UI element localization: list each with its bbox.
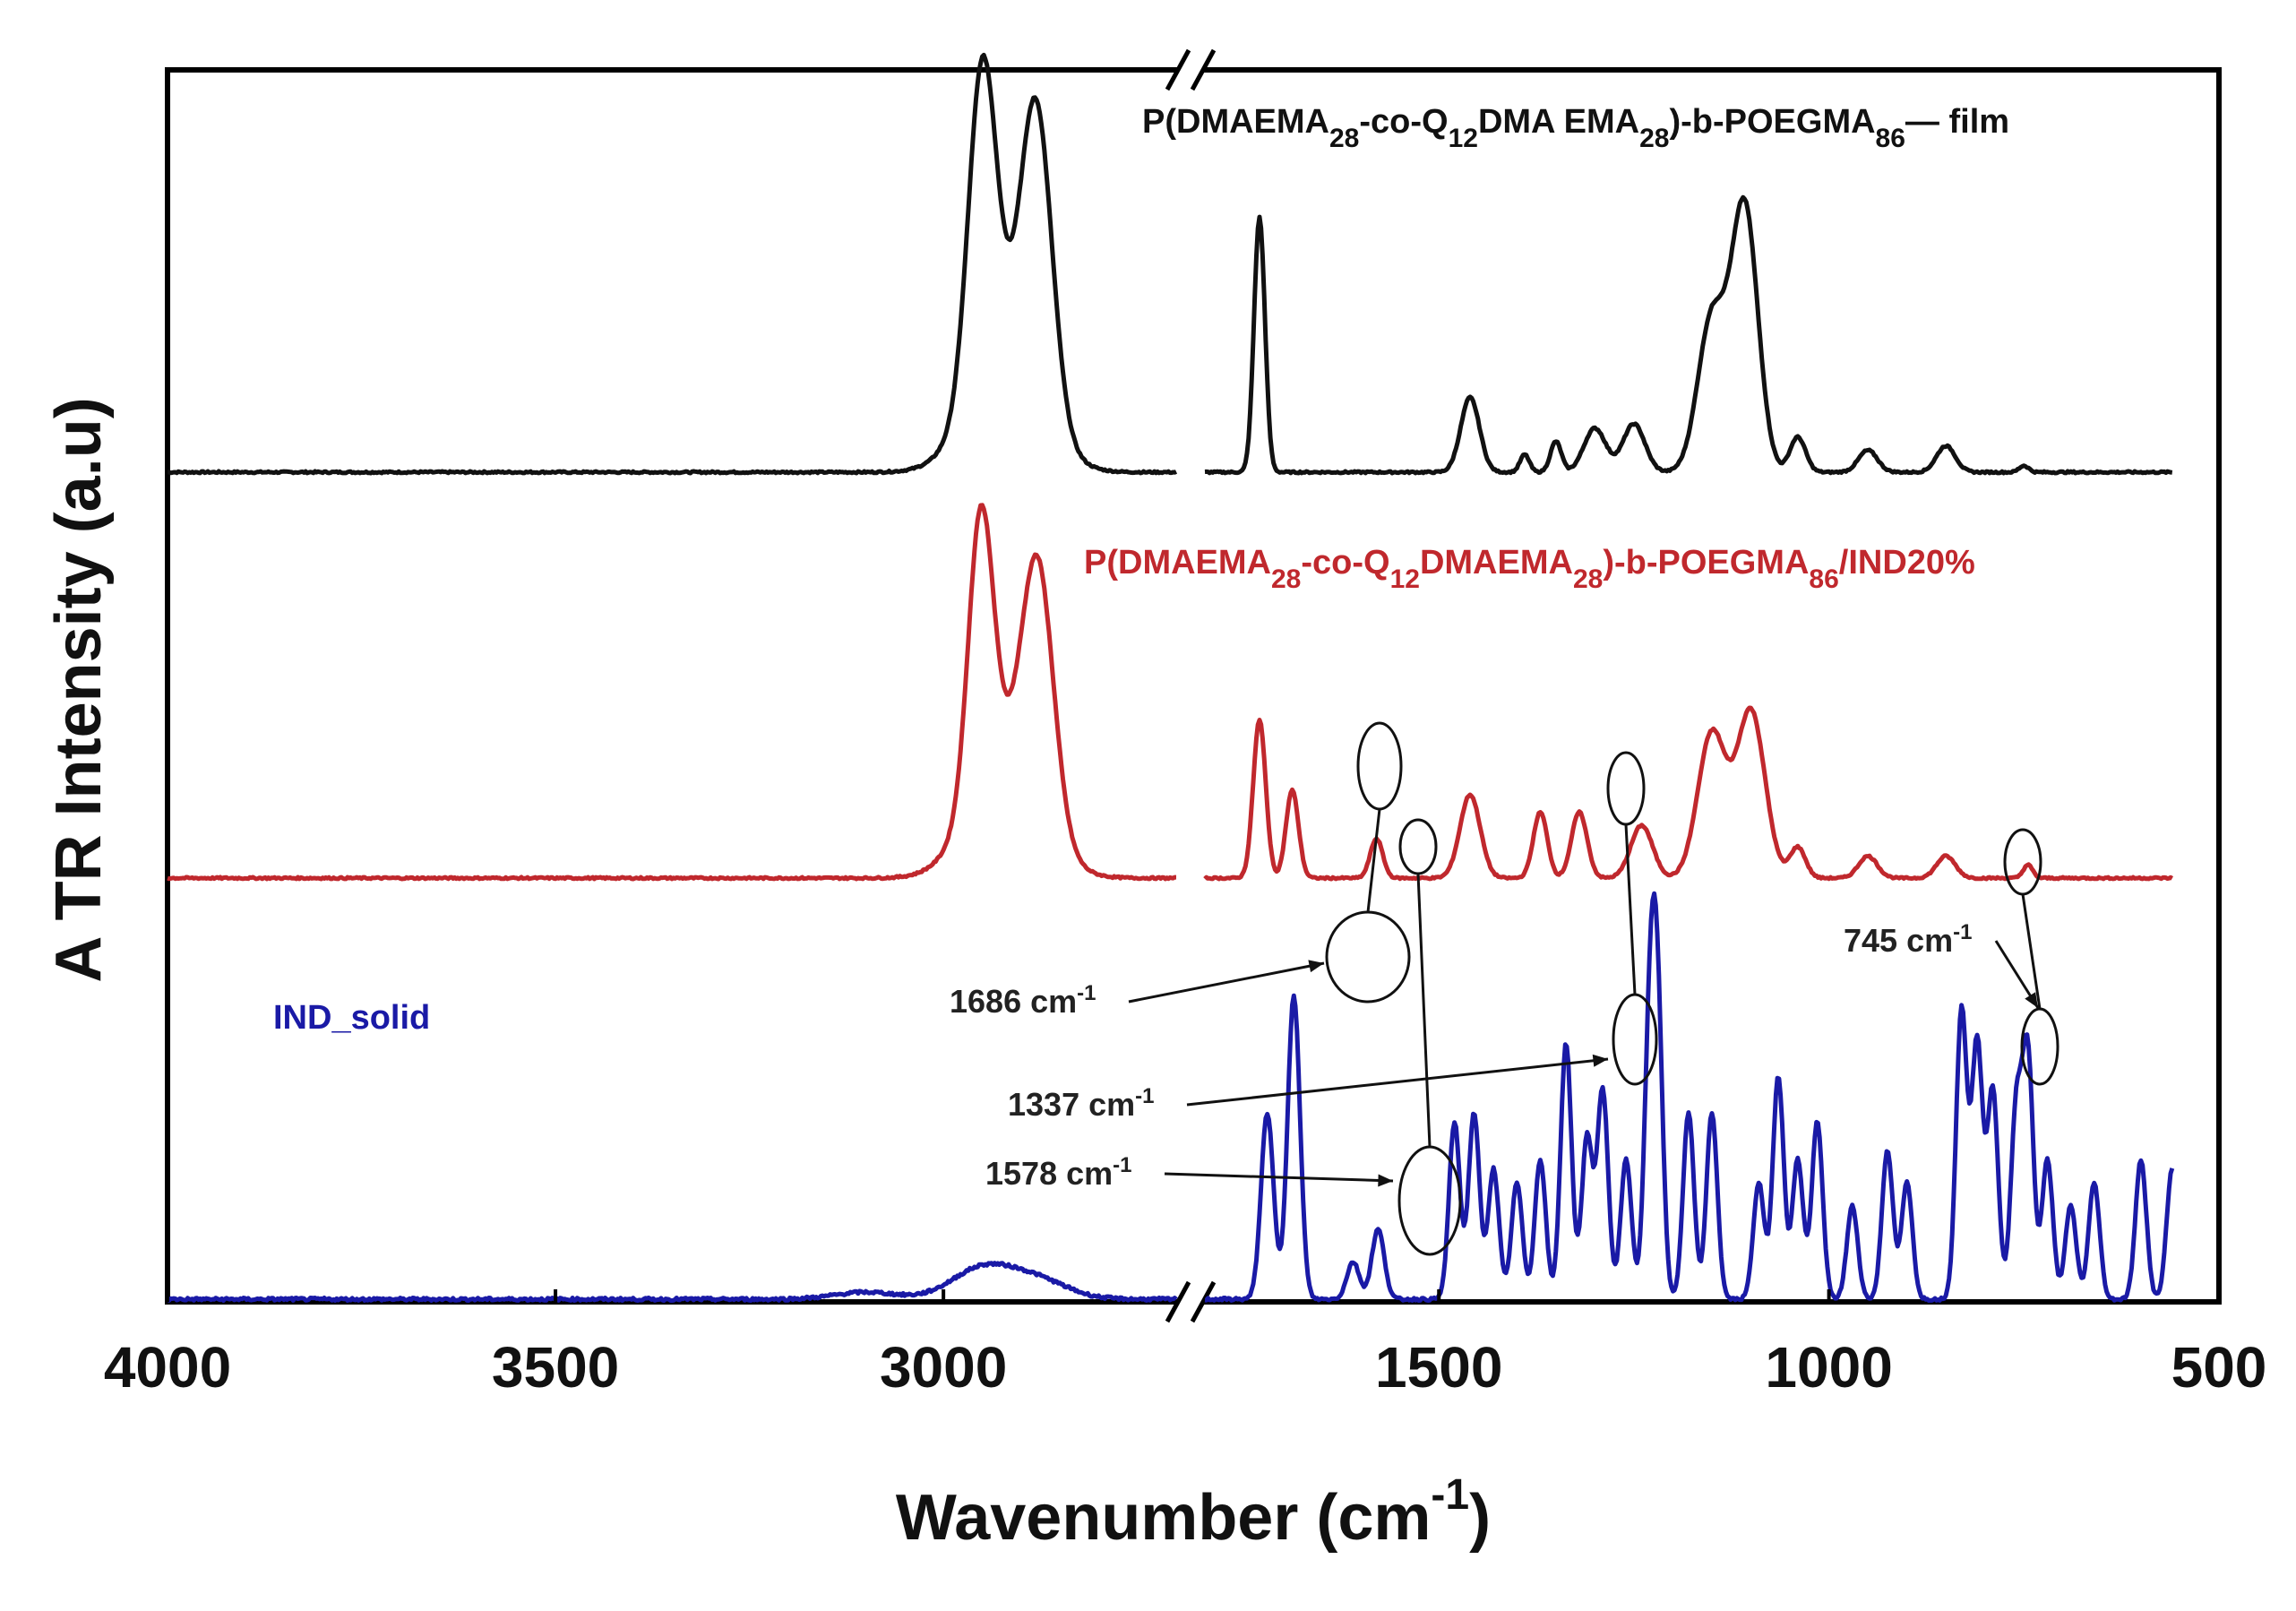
x-axis-title-sup: -1 bbox=[1431, 1471, 1469, 1519]
annotation-3: 1578 cm-1 bbox=[985, 818, 1462, 1256]
series-label-part: 12 bbox=[1449, 124, 1478, 153]
series-3-line-part-1 bbox=[166, 1261, 1178, 1303]
annotation-circle bbox=[1398, 818, 1438, 875]
series-label-part: 28 bbox=[1271, 564, 1301, 594]
series-2-line-part-2 bbox=[1203, 705, 2174, 882]
annotation-circle bbox=[2003, 828, 2042, 896]
x-axis-title: Wavenumber (cm-1) bbox=[896, 1471, 1491, 1554]
series-label-part: P(DMAEMA bbox=[1084, 544, 1271, 582]
peak-annotations: 1686 cm-1 1337 cm-1 1578 cm-1 745 cm-1 bbox=[950, 721, 2060, 1256]
annotation-circle bbox=[1606, 751, 1646, 826]
x-axis-title-close: ) bbox=[1469, 1482, 1491, 1554]
x-axis-title-main: Wavenumber (cm bbox=[896, 1482, 1431, 1554]
break-slash-right-1 bbox=[1190, 48, 1217, 91]
series-label-part: 86 bbox=[1809, 564, 1838, 594]
series-label-part: )-b-POEGMA bbox=[1669, 103, 1875, 141]
x-tick-label: 1000 bbox=[1765, 1335, 1892, 1400]
annotation-link bbox=[1624, 823, 1637, 995]
annotation-circle bbox=[1325, 910, 1411, 1004]
series-2-line-part-1 bbox=[167, 503, 1177, 882]
series-2-label: P(DMAEMA28-co-Q12DMAEMA28)-b-POEGMA86/IN… bbox=[1084, 544, 1975, 594]
break-slash-left-1 bbox=[1165, 48, 1191, 91]
annotation-circle bbox=[1356, 721, 1403, 811]
annotation-label: 1578 cm-1 bbox=[985, 1153, 1131, 1192]
series-label-part: 86 bbox=[1876, 124, 1905, 153]
series-layer bbox=[166, 52, 2175, 1303]
annotation-label: 745 cm-1 bbox=[1844, 920, 1972, 959]
series-label-part: 28 bbox=[1639, 124, 1669, 153]
annotation-link bbox=[1416, 873, 1432, 1148]
series-label-part: IND_solid bbox=[273, 999, 430, 1037]
x-tick-label: 1500 bbox=[1375, 1335, 1502, 1400]
series-label-part: 28 bbox=[1329, 124, 1359, 153]
axis-break-marks bbox=[1165, 48, 1217, 1323]
annotation-label: 1686 cm-1 bbox=[950, 981, 1096, 1020]
annotation-arrow bbox=[1128, 961, 1325, 1004]
series-label-part: P(DMAEMA bbox=[1142, 103, 1329, 141]
series-1-line-part-1 bbox=[167, 52, 1178, 476]
plot-border bbox=[165, 67, 2222, 1305]
x-tick-label: 4000 bbox=[104, 1335, 231, 1400]
plot-frame bbox=[165, 67, 2222, 1305]
annotation-arrow bbox=[1164, 1172, 1394, 1183]
series-label-part: 12 bbox=[1390, 564, 1420, 594]
annotation-arrowhead bbox=[1592, 1054, 1608, 1067]
series-1 bbox=[167, 52, 2173, 476]
annotation-arrow bbox=[1186, 1057, 1609, 1107]
annotation-arrowhead bbox=[2025, 992, 2038, 1008]
series-label-part: -co-Q bbox=[1301, 544, 1389, 582]
series-label-part: /IND20% bbox=[1839, 544, 1975, 582]
annotation-circle bbox=[1397, 1145, 1462, 1256]
annotation-arrowhead bbox=[1378, 1174, 1393, 1187]
series-label-part: DMA EMA bbox=[1478, 103, 1639, 141]
x-ticks: 4000 3500 3000 1500 1000 500 bbox=[104, 1289, 2267, 1400]
series-2 bbox=[167, 503, 2174, 882]
series-label-part: )-b-POEGMA bbox=[1603, 544, 1809, 582]
break-slash-right-2 bbox=[1190, 1280, 1217, 1323]
x-tick-label: 3500 bbox=[492, 1335, 619, 1400]
series-3 bbox=[166, 891, 2175, 1303]
x-tick-label: 3000 bbox=[880, 1335, 1007, 1400]
series-label-part: — film bbox=[1905, 103, 2009, 141]
x-tick-label: 500 bbox=[2171, 1335, 2267, 1400]
annotation-4: 745 cm-1 bbox=[1844, 828, 2060, 1086]
annotation-1: 1686 cm-1 bbox=[950, 721, 1411, 1020]
series-label-part: DMAEMA bbox=[1420, 544, 1573, 582]
annotation-link bbox=[1366, 808, 1381, 913]
y-axis-title: A TR Intensity (a.u) bbox=[43, 397, 115, 982]
annotation-link bbox=[2021, 893, 2042, 1010]
annotation-label: 1337 cm-1 bbox=[1008, 1084, 1154, 1123]
series-1-line-part-2 bbox=[1204, 194, 2173, 476]
annotation-2: 1337 cm-1 bbox=[1008, 751, 1658, 1123]
series-1-label: P(DMAEMA28-co-Q12DMA EMA28)-b-POEGMA86— … bbox=[1142, 103, 2009, 153]
series-3-line-part-2 bbox=[1204, 891, 2175, 1303]
break-slash-left-2 bbox=[1165, 1280, 1191, 1323]
series-label-part: 28 bbox=[1573, 564, 1603, 594]
annotation-circle bbox=[1612, 993, 1658, 1086]
annotation-arrowhead bbox=[1308, 960, 1324, 973]
series-labels: P(DMAEMA28-co-Q12DMA EMA28)-b-POEGMA86— … bbox=[273, 103, 2009, 1037]
series-3-label: IND_solid bbox=[273, 999, 430, 1037]
series-label-part: -co-Q bbox=[1359, 103, 1448, 141]
